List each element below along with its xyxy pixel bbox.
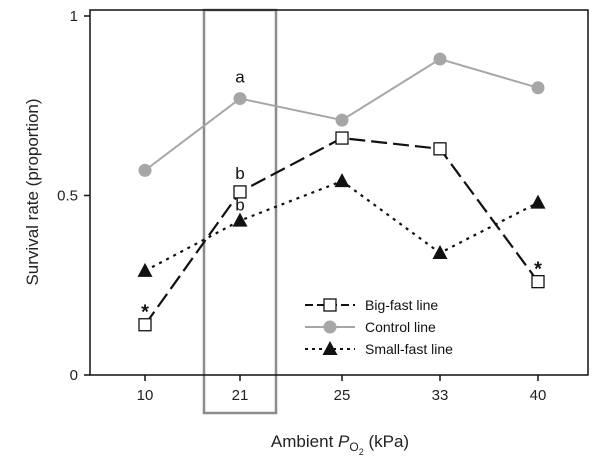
y-axis-label: Survival rate (proportion) xyxy=(23,98,42,285)
series-layer xyxy=(137,52,546,332)
x-tick-label: 21 xyxy=(232,387,249,404)
x-tick-label: 10 xyxy=(137,387,154,404)
significance-letter: b xyxy=(235,164,244,183)
data-point xyxy=(138,163,152,177)
data-point xyxy=(335,113,349,127)
data-point xyxy=(137,262,153,277)
significance-letter: a xyxy=(235,68,245,87)
data-point xyxy=(334,173,350,188)
data-point xyxy=(432,244,448,259)
data-point xyxy=(138,318,152,332)
legend-entry: Control line xyxy=(305,319,436,335)
legend-entry: Small-fast line xyxy=(305,341,453,357)
legend: Big-fast line Control line Small-fast line xyxy=(305,297,453,357)
data-point xyxy=(233,92,247,106)
x-axis-label: Ambient PO2 (kPa) xyxy=(271,432,409,457)
y-tick-label: 0.5 xyxy=(57,188,78,205)
data-point xyxy=(233,185,247,199)
data-point xyxy=(232,212,248,227)
legend-label: Small-fast line xyxy=(365,341,453,357)
data-point xyxy=(433,52,447,66)
significance-letter: b xyxy=(235,196,244,215)
legend-marker xyxy=(322,341,338,355)
legend-marker xyxy=(323,298,337,312)
x-axis: 10 21 25 33 40 xyxy=(137,375,547,404)
data-point xyxy=(335,131,349,145)
legend-marker xyxy=(323,320,337,334)
x-tick-label: 33 xyxy=(432,387,449,404)
series-big-fast-line xyxy=(138,131,545,332)
significance-star: * xyxy=(141,302,149,324)
data-point xyxy=(433,142,447,156)
data-point xyxy=(531,81,545,95)
y-axis: 00.51 xyxy=(57,8,90,384)
y-tick-label: 0 xyxy=(70,367,78,384)
legend-label: Control line xyxy=(365,319,436,335)
x-tick-label: 40 xyxy=(530,387,547,404)
data-point xyxy=(531,275,545,289)
significance-star: * xyxy=(534,259,542,281)
legend-entry: Big-fast line xyxy=(305,297,438,313)
data-point xyxy=(530,194,546,209)
plot-frame xyxy=(89,9,589,376)
x-tick-label: 25 xyxy=(334,387,351,404)
series-small-fast-line xyxy=(137,173,546,277)
legend-label: Big-fast line xyxy=(365,297,438,313)
series-control-line xyxy=(138,52,545,177)
annotation-layer: a bb * * xyxy=(141,68,542,324)
y-tick-label: 1 xyxy=(70,8,78,25)
